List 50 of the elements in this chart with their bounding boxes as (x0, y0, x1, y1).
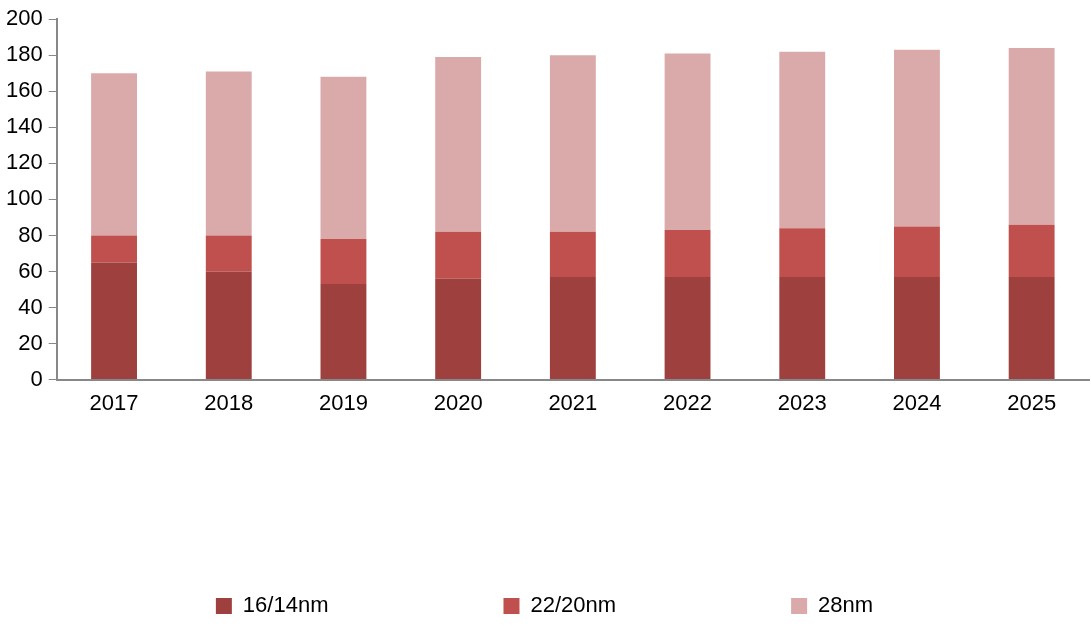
bar (205, 271, 252, 380)
y-tick-label: 140 (5, 113, 43, 139)
x-tick-label: 2017 (89, 389, 139, 415)
y-tick-label: 180 (5, 41, 43, 67)
bar (205, 71, 252, 236)
y-tick-label: 160 (5, 77, 43, 103)
x-tick-label: 2018 (204, 389, 254, 415)
y-tick-label: 20 (18, 329, 43, 355)
x-tick-label: 2021 (548, 389, 598, 415)
bar (320, 76, 367, 240)
bar (435, 278, 482, 380)
bar (549, 276, 596, 380)
x-tick-label: 2019 (318, 389, 368, 415)
y-tick-label: 80 (18, 221, 43, 247)
bar (435, 231, 482, 279)
bar (320, 239, 367, 285)
y-tick-label: 100 (5, 185, 43, 211)
y-tick-label: 60 (18, 257, 43, 283)
bar (435, 57, 482, 232)
bar (664, 53, 711, 231)
bar (779, 228, 826, 277)
x-tick-label: 2023 (777, 389, 827, 415)
bar (91, 262, 137, 380)
bar (1008, 224, 1055, 277)
bar (549, 55, 596, 232)
bar (779, 51, 826, 229)
bar (894, 276, 940, 380)
x-tick-label: 2025 (1007, 389, 1057, 415)
bar (894, 49, 940, 227)
bar (894, 226, 940, 277)
bar (1008, 48, 1055, 225)
bar (91, 73, 137, 236)
bar (664, 230, 711, 277)
legend-label: 28nm (818, 592, 874, 618)
x-tick-label: 2020 (433, 389, 483, 415)
bar (91, 235, 137, 263)
bar (779, 276, 826, 380)
y-tick-label: 120 (5, 149, 43, 175)
bar (549, 231, 596, 277)
y-tick-label: 0 (30, 365, 43, 391)
bar (1008, 276, 1055, 380)
bar (664, 276, 711, 380)
y-tick-label: 200 (5, 5, 43, 31)
x-tick-label: 2022 (663, 389, 713, 415)
x-tick-label: 2024 (892, 389, 942, 415)
y-tick-label: 40 (18, 293, 43, 319)
bar (205, 235, 252, 272)
bar (320, 284, 367, 380)
legend-label: 22/20nm (530, 592, 617, 618)
legend-label: 16/14nm (242, 592, 329, 618)
